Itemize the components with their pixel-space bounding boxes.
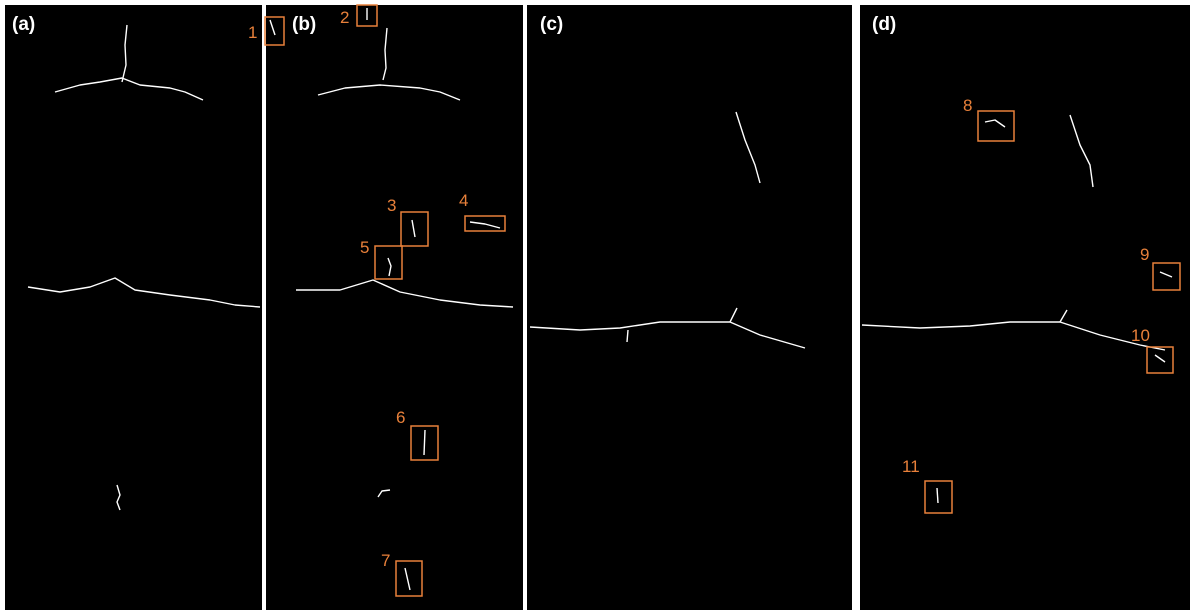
crack — [424, 430, 425, 455]
box-label: 9 — [1140, 245, 1149, 264]
panel-label: (d) — [872, 14, 896, 35]
box-label: 2 — [340, 8, 349, 27]
figure: (a) (b) (c) (d) 1 2 3 4 5 6 7 8 9 10 11 — [0, 0, 1194, 610]
panel-label: (a) — [12, 14, 35, 35]
panel — [860, 5, 1190, 610]
crack — [627, 330, 628, 342]
box-label: 1 — [248, 23, 257, 42]
panel-label: (c) — [540, 14, 563, 35]
box-label: 3 — [387, 196, 396, 215]
box-label: 6 — [396, 408, 405, 427]
box-label: 5 — [360, 238, 369, 257]
panel-label: (b) — [292, 14, 316, 35]
crack — [937, 488, 938, 503]
box-label: 4 — [459, 191, 468, 210]
panel — [266, 5, 523, 610]
box-label: 7 — [381, 551, 390, 570]
panel — [527, 5, 852, 610]
box-label: 10 — [1131, 326, 1150, 345]
box-label: 8 — [963, 96, 972, 115]
box-label: 11 — [902, 457, 920, 476]
panel — [5, 5, 262, 610]
